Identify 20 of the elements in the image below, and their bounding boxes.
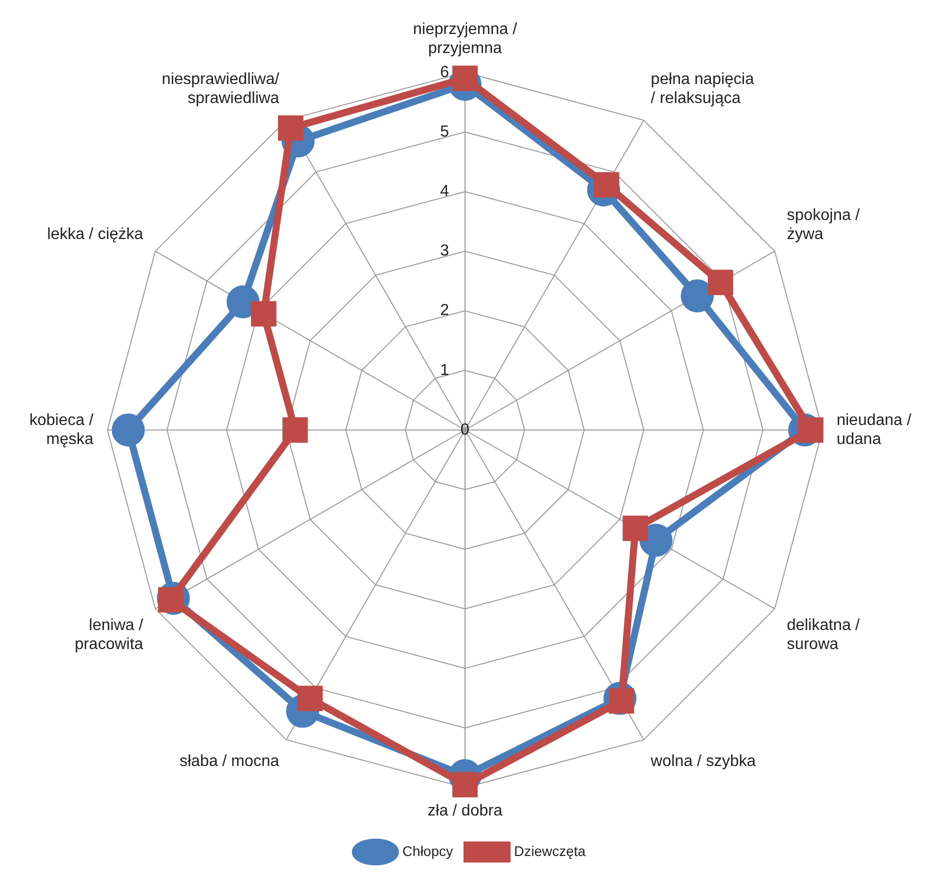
y-tick-label: 1 xyxy=(440,362,450,379)
y-tick-label: 6 xyxy=(440,64,450,81)
spoke-label: nieudana / udana xyxy=(836,412,912,448)
y-tick-label: 4 xyxy=(440,183,450,200)
legend-label: Dziewczęta xyxy=(514,842,586,859)
y-tick-label: 5 xyxy=(440,123,450,140)
legend-label: Chłopcy xyxy=(402,842,454,859)
spoke-label: kobieca / męska xyxy=(29,412,94,448)
spoke-label: lekka / ciężka xyxy=(47,226,144,244)
y-tick-label: 3 xyxy=(440,242,450,260)
spoke-label: słaba / mocna xyxy=(180,752,280,770)
spoke-label: pełna napięcia / relaksująca xyxy=(650,70,754,107)
spoke-label: zła / dobra xyxy=(428,802,502,820)
spoke-label: delikatna / surowa xyxy=(786,616,860,654)
spoke-label: niesprawiedliwa/ sprawiedliwa xyxy=(162,70,280,107)
spoke-label: nieprzyjemna / przyjemna xyxy=(412,21,518,58)
spoke-label: spokojna / żywa xyxy=(786,206,860,244)
spoke-label: leniwa / pracowita xyxy=(74,616,144,654)
y-tick-label: 2 xyxy=(440,302,450,320)
spoke-label: wolna / szybka xyxy=(650,752,756,770)
